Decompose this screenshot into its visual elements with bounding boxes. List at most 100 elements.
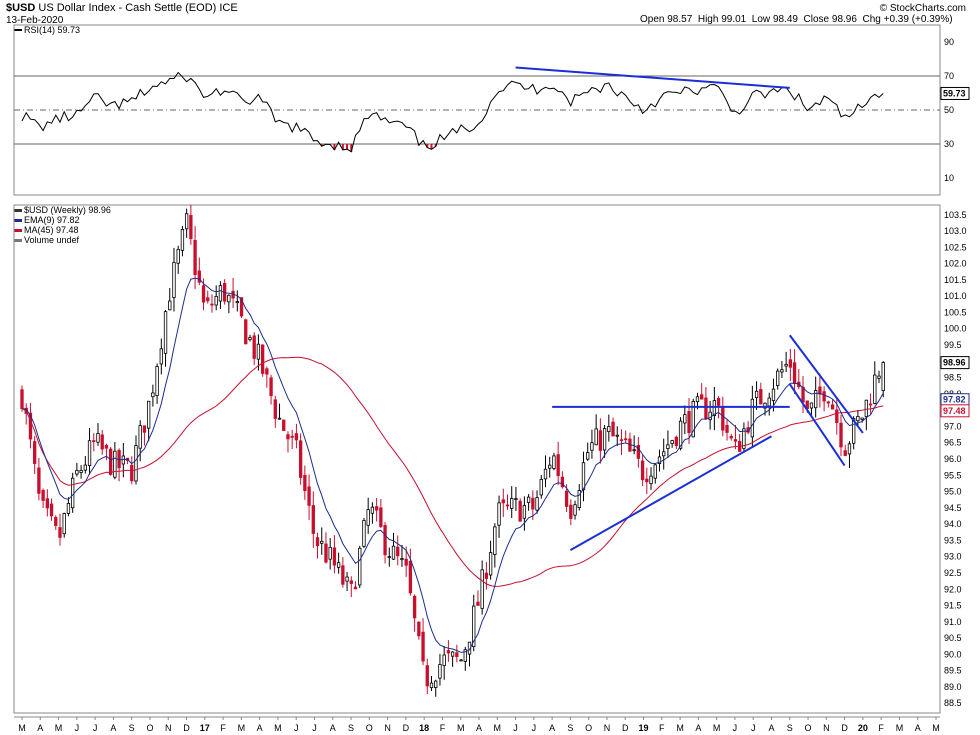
candle: [733, 424, 738, 450]
x-tick-label: O: [366, 723, 373, 733]
candle: [611, 417, 615, 437]
ema-value-tag-text: 97.82: [943, 395, 966, 405]
candle: [586, 442, 590, 461]
candle: [417, 621, 421, 640]
candle-body: [248, 337, 252, 340]
candle-body: [472, 605, 476, 648]
candle: [839, 414, 843, 457]
price-tick-label: 95.5: [944, 470, 962, 480]
close-label: Close: [803, 14, 830, 25]
price-tick-label: 103.0: [944, 226, 967, 236]
x-tick-label: O: [146, 723, 153, 733]
rsi-legend-label: RSI(14) 59.73: [24, 25, 81, 35]
chg-label: Chg: [862, 14, 881, 25]
index-name: US Dollar Index - Cash Settle (EOD): [38, 2, 217, 14]
ema-value-tag: 97.82: [940, 393, 970, 407]
candle-body: [526, 496, 531, 503]
symbol: $USD: [6, 2, 36, 14]
candle: [400, 544, 404, 567]
candle-body: [649, 475, 653, 485]
candle-body: [404, 558, 408, 566]
candle: [708, 400, 712, 430]
candle: [636, 437, 641, 468]
candle-body: [792, 362, 797, 384]
candle-body: [687, 411, 691, 434]
candle: [151, 384, 155, 407]
price-tick-label: 94.5: [944, 503, 962, 513]
candle-body: [324, 543, 328, 563]
price-legend-1: EMA(9) 97.82: [14, 215, 80, 225]
candle-body: [784, 363, 788, 367]
candle-body: [155, 366, 159, 397]
candle-body: [184, 213, 189, 230]
candle-body: [611, 421, 615, 437]
candle-body: [645, 478, 649, 483]
candle: [180, 225, 185, 257]
candle: [619, 429, 624, 455]
candle-body: [759, 389, 763, 405]
candle: [231, 277, 235, 309]
candle: [569, 499, 573, 526]
x-tick-label: D: [622, 723, 629, 733]
candle-body: [277, 417, 282, 420]
candle-body: [569, 504, 573, 519]
candle-body: [45, 498, 49, 509]
candle-body: [92, 440, 96, 442]
candle-body: [678, 420, 683, 449]
candle: [155, 363, 159, 404]
candle: [877, 370, 881, 384]
candle-body: [113, 450, 117, 478]
x-tick-label: M: [896, 723, 904, 733]
candle-body: [564, 490, 569, 507]
price-trendline: [788, 383, 846, 467]
candle-body: [366, 509, 370, 526]
x-tick-label: 17: [200, 723, 210, 733]
price-tick-label: 103.5: [944, 210, 967, 220]
price-tick-label: 96.5: [944, 438, 962, 448]
candle: [476, 590, 480, 606]
candle: [501, 488, 505, 518]
candle-body: [83, 464, 87, 471]
candle-body: [87, 440, 92, 466]
candle: [79, 465, 83, 479]
price-tick-label: 99.5: [944, 340, 962, 350]
price-tick-label: 91.5: [944, 601, 962, 611]
ma-value-tag-box: [940, 404, 970, 418]
candle: [488, 540, 493, 580]
candle: [429, 676, 434, 691]
candle-body: [146, 400, 151, 429]
last-price-tag-text: 98.96: [943, 358, 966, 368]
price-tick-label: 94.0: [944, 519, 962, 529]
candle-body: [459, 659, 463, 662]
x-tick-label: J: [294, 723, 299, 733]
candle: [168, 287, 172, 311]
candle-body: [518, 500, 522, 522]
candle-body: [370, 506, 375, 514]
candle-body: [235, 301, 239, 304]
candle: [138, 420, 142, 462]
candle-body: [674, 436, 679, 446]
rsi-value-tag-box: [940, 86, 970, 100]
x-tick-label: M: [18, 723, 26, 733]
candle: [235, 290, 239, 312]
x-tick-label: M: [932, 723, 940, 733]
candle-body: [581, 462, 586, 491]
candle-body: [176, 248, 180, 264]
high-label: High: [697, 14, 719, 25]
candle-body: [438, 664, 442, 679]
candle: [746, 421, 750, 435]
candle: [666, 430, 670, 459]
candle: [493, 523, 497, 568]
candle: [387, 547, 391, 567]
candle-body: [763, 402, 767, 409]
price-swatch: [14, 208, 22, 212]
x-tick-label: A: [549, 723, 555, 733]
candle-body: [662, 451, 666, 457]
candle-body: [750, 398, 755, 438]
candle: [543, 455, 548, 488]
candle: [830, 399, 835, 410]
price-tick-label: 100.5: [944, 307, 967, 317]
candle-body: [776, 370, 780, 386]
candle-body: [252, 335, 256, 359]
